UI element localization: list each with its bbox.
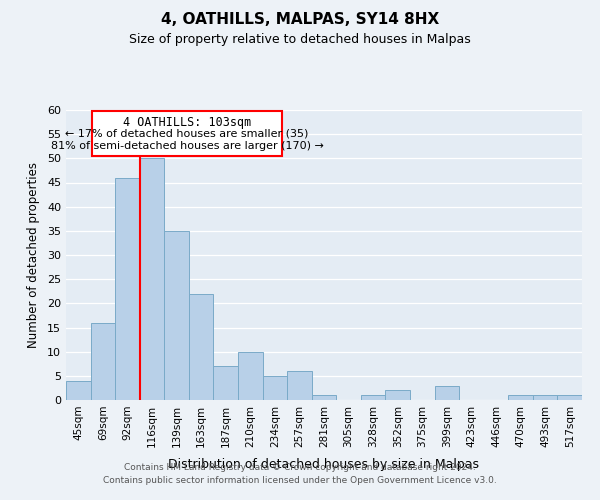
Bar — [214, 366, 238, 400]
Bar — [91, 322, 115, 400]
Y-axis label: Number of detached properties: Number of detached properties — [27, 162, 40, 348]
Bar — [263, 376, 287, 400]
Text: Size of property relative to detached houses in Malpas: Size of property relative to detached ho… — [129, 32, 471, 46]
Bar — [557, 395, 582, 400]
Bar — [140, 158, 164, 400]
Text: ← 17% of detached houses are smaller (35): ← 17% of detached houses are smaller (35… — [65, 128, 309, 138]
Text: 4, OATHILLS, MALPAS, SY14 8HX: 4, OATHILLS, MALPAS, SY14 8HX — [161, 12, 439, 28]
Bar — [385, 390, 410, 400]
Bar — [361, 395, 385, 400]
Bar — [287, 371, 312, 400]
Bar — [533, 395, 557, 400]
Text: 81% of semi-detached houses are larger (170) →: 81% of semi-detached houses are larger (… — [50, 142, 323, 152]
FancyBboxPatch shape — [92, 111, 282, 156]
Bar — [508, 395, 533, 400]
Bar — [434, 386, 459, 400]
Bar — [238, 352, 263, 400]
Text: 4 OATHILLS: 103sqm: 4 OATHILLS: 103sqm — [123, 116, 251, 129]
Bar — [115, 178, 140, 400]
Bar — [164, 231, 189, 400]
Text: Contains HM Land Registry data © Crown copyright and database right 2024.
Contai: Contains HM Land Registry data © Crown c… — [103, 464, 497, 485]
Bar — [312, 395, 336, 400]
Bar — [189, 294, 214, 400]
Bar — [66, 380, 91, 400]
X-axis label: Distribution of detached houses by size in Malpas: Distribution of detached houses by size … — [169, 458, 479, 471]
